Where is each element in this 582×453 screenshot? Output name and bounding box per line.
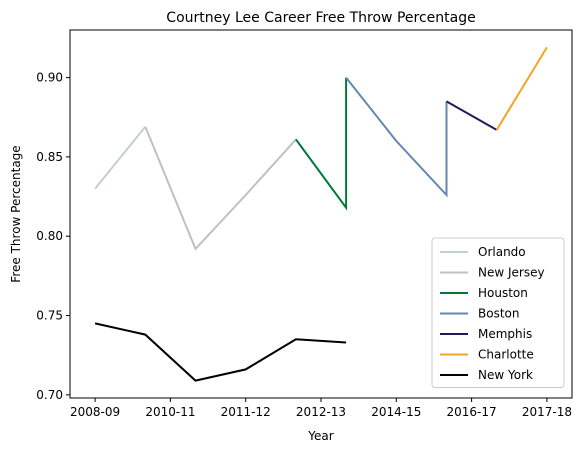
- series-line-memphis: [446, 100, 498, 131]
- x-tick-label: 2010-11: [145, 405, 195, 419]
- x-tick-label: 2008-09: [70, 405, 120, 419]
- series-line-orlando: [94, 126, 147, 190]
- series-line-new-york: [94, 322, 347, 382]
- x-tick-label: 2014-15: [371, 405, 421, 419]
- series-line-boston: [345, 76, 448, 198]
- series-line-charlotte: [495, 46, 548, 131]
- x-tick-label: 2016-17: [447, 405, 497, 419]
- x-tick-label: 2011-12: [221, 405, 271, 419]
- y-tick-label: 0.70: [36, 388, 63, 402]
- x-tick-label: 2012-13: [296, 405, 346, 419]
- series-line-houston: [295, 77, 348, 211]
- series-line-new-jersey: [144, 126, 297, 251]
- legend-label-boston: Boston: [478, 307, 519, 321]
- legend-label-new-york: New York: [478, 368, 533, 382]
- chart-title: Courtney Lee Career Free Throw Percentag…: [166, 10, 475, 26]
- y-axis-label: Free Throw Percentage: [9, 145, 23, 282]
- legend-label-orlando: Orlando: [478, 245, 526, 259]
- legend-label-houston: Houston: [478, 286, 528, 300]
- legend-box: [431, 237, 565, 388]
- y-tick-label: 0.80: [36, 229, 63, 243]
- legend-label-memphis: Memphis: [478, 327, 532, 341]
- y-tick-label: 0.75: [36, 309, 63, 323]
- y-tick-label: 0.85: [36, 150, 63, 164]
- x-axis-label: Year: [307, 429, 333, 443]
- legend: Orlando New Jersey Houston Boston Memphis Cha…: [431, 237, 565, 388]
- x-tick-label: 2017-18: [522, 405, 572, 419]
- plot-area: 2008-09 2010-11 2011-12 2012-13 2014-15 2016-…: [36, 29, 573, 419]
- y-tick-label: 0.90: [36, 71, 63, 85]
- legend-label-charlotte: Charlotte: [478, 348, 534, 362]
- legend-label-new-jersey: New Jersey: [478, 266, 545, 280]
